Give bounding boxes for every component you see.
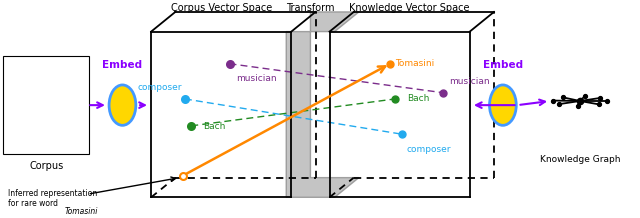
- Text: and: and: [42, 105, 58, 111]
- FancyBboxPatch shape: [3, 56, 90, 154]
- Ellipse shape: [109, 85, 136, 125]
- Text: Bach: Bach: [406, 94, 429, 103]
- Text: was a German: was a German: [11, 87, 61, 93]
- Text: Knowledge Graph: Knowledge Graph: [540, 155, 620, 164]
- Text: musician.: musician.: [11, 124, 45, 129]
- Text: Embed: Embed: [483, 60, 523, 70]
- Text: musician: musician: [236, 74, 276, 83]
- Text: composer: composer: [11, 105, 49, 111]
- Text: Bach: Bach: [203, 122, 225, 131]
- Text: Knowledge Vector Space: Knowledge Vector Space: [349, 3, 470, 13]
- Text: Embed: Embed: [102, 60, 143, 70]
- Text: musician: musician: [449, 77, 490, 86]
- Text: composer: composer: [406, 145, 451, 154]
- Text: Tomasini: Tomasini: [65, 207, 98, 216]
- Ellipse shape: [490, 85, 516, 125]
- Text: Tomasini: Tomasini: [395, 59, 435, 68]
- Text: Inferred representation
for rare word: Inferred representation for rare word: [8, 189, 97, 208]
- Text: Bach: Bach: [11, 69, 30, 75]
- Polygon shape: [286, 12, 359, 197]
- Text: Corpus: Corpus: [29, 161, 63, 171]
- Text: Transform: Transform: [286, 3, 335, 13]
- Text: (1685–1750): (1685–1750): [30, 69, 77, 75]
- Text: Corpus Vector Space: Corpus Vector Space: [171, 3, 272, 13]
- Text: composer: composer: [137, 83, 182, 92]
